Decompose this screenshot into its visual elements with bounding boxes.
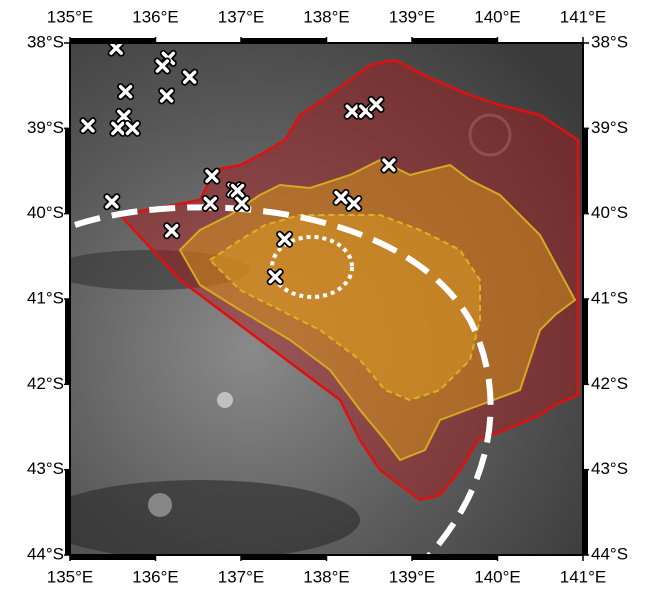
marker [107, 197, 117, 207]
lat-label-left: 39°S [27, 118, 64, 137]
marker [349, 198, 359, 208]
lat-label-right: 39°S [591, 118, 628, 137]
lon-label-top: 135°E [47, 7, 94, 26]
lat-label-left: 42°S [27, 374, 64, 393]
marker [237, 198, 247, 208]
marker [162, 91, 172, 101]
frame-band [412, 38, 498, 43]
marker [157, 61, 167, 71]
lon-label-bottom: 137°E [218, 567, 265, 586]
marker [280, 234, 290, 244]
marker [207, 171, 217, 181]
lat-label-right: 41°S [591, 288, 628, 307]
marker [121, 87, 131, 97]
marker [336, 192, 346, 202]
marker [127, 123, 137, 133]
map: 135°E 135°E 136°E 136°E 137°E 137°E 138°E 138°E… [0, 0, 648, 595]
lon-label-bottom: 138°E [303, 567, 350, 586]
lon-label-top: 140°E [474, 7, 521, 26]
map-area [40, 43, 583, 560]
frame-band [583, 299, 588, 384]
frame-band [583, 470, 588, 555]
marker [111, 43, 121, 53]
frame-band [65, 299, 70, 384]
lat-label-right: 43°S [591, 459, 628, 478]
marker [371, 99, 381, 109]
frame-band [65, 470, 70, 555]
lat-label-left: 40°S [27, 203, 64, 222]
marker [167, 226, 177, 236]
marker [83, 121, 93, 131]
lat-label-left: 41°S [27, 288, 64, 307]
lat-label-right: 40°S [591, 203, 628, 222]
shadow [40, 480, 360, 560]
lat-label-right: 38°S [591, 32, 628, 51]
lon-label-top: 136°E [132, 7, 179, 26]
lon-label-top: 137°E [218, 7, 265, 26]
lon-label-top: 141°E [560, 7, 607, 26]
marker [270, 272, 280, 282]
lat-label-left: 38°S [27, 32, 64, 51]
frame-band [65, 128, 70, 213]
lon-label-bottom: 135°E [47, 567, 94, 586]
frame-band [70, 38, 156, 43]
marker [384, 160, 394, 170]
marker [185, 72, 195, 82]
frame-band [70, 555, 156, 560]
frame-band [583, 128, 588, 213]
lon-label-bottom: 136°E [132, 567, 179, 586]
frame-band [241, 555, 327, 560]
lat-label-right: 42°S [591, 374, 628, 393]
marker [113, 123, 123, 133]
frame-band [241, 38, 327, 43]
lat-label-left: 44°S [27, 544, 64, 563]
lon-label-bottom: 139°E [389, 567, 436, 586]
lon-label-bottom: 140°E [474, 567, 521, 586]
crater [217, 392, 233, 408]
lat-label-right: 44°S [591, 544, 628, 563]
lat-label-left: 43°S [27, 459, 64, 478]
frame-band [412, 555, 498, 560]
crater [148, 493, 172, 517]
marker [205, 198, 215, 208]
marker [233, 186, 243, 196]
lon-label-top: 138°E [303, 7, 350, 26]
lon-label-top: 139°E [389, 7, 436, 26]
lon-label-bottom: 141°E [560, 567, 607, 586]
marker [347, 106, 357, 116]
